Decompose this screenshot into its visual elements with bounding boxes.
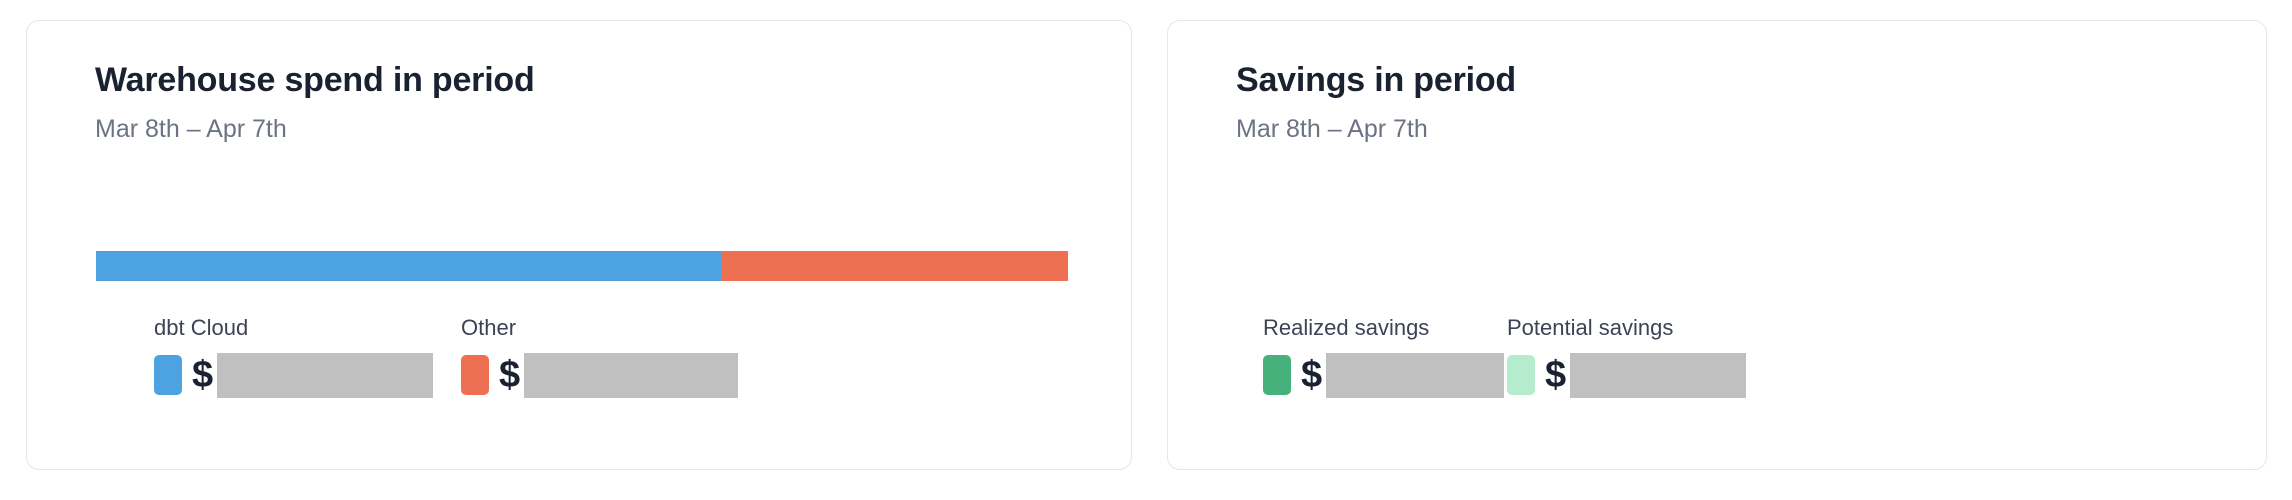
legend-item-realized-savings[interactable]: Realized savings $ — [1263, 315, 1505, 398]
legend-item-label: Potential savings — [1507, 315, 1674, 340]
currency-symbol: $ — [1545, 354, 1567, 396]
redacted-value-box — [1326, 352, 1505, 398]
legend-color-swatch-icon — [461, 355, 489, 395]
legend-item-other[interactable]: Other $ — [461, 315, 739, 398]
legend-item-label: dbt Cloud — [154, 315, 249, 340]
stacked-spend-bar[interactable] — [96, 251, 1068, 281]
card-title: Savings in period — [1236, 61, 1516, 99]
legend-warehouse-spend: dbt Cloud $ Other $ — [27, 315, 1131, 425]
currency-symbol: $ — [192, 354, 214, 396]
legend-color-swatch-icon — [154, 355, 182, 395]
card-subtitle-date-range: Mar 8th – Apr 7th — [95, 115, 287, 143]
legend-color-swatch-icon — [1507, 355, 1535, 395]
legend-value-row: $ — [1263, 352, 1505, 398]
legend-value-row: $ — [461, 352, 739, 398]
redacted-value-box — [1570, 352, 1747, 398]
stacked-segment-dbt-cloud[interactable] — [96, 251, 721, 281]
currency-symbol: $ — [499, 354, 521, 396]
legend-item-potential-savings[interactable]: Potential savings $ — [1507, 315, 1747, 398]
card-title: Warehouse spend in period — [95, 61, 535, 99]
legend-item-label: Other — [461, 315, 517, 340]
legend-color-swatch-icon — [1263, 355, 1291, 395]
card-subtitle-date-range: Mar 8th – Apr 7th — [1236, 115, 1428, 143]
card-warehouse-spend: Warehouse spend in period Mar 8th – Apr … — [26, 20, 1132, 470]
legend-item-label: Realized savings — [1263, 315, 1430, 340]
legend-savings: Realized savings $ Potential savings $ — [1168, 315, 2266, 425]
stacked-segment-other[interactable] — [720, 251, 1068, 281]
legend-value-row: $ — [154, 352, 434, 398]
currency-symbol: $ — [1301, 354, 1323, 396]
card-savings: Savings in period Mar 8th – Apr 7th Real… — [1167, 20, 2267, 470]
redacted-value-box — [524, 352, 739, 398]
legend-value-row: $ — [1507, 352, 1747, 398]
redacted-value-box — [217, 352, 434, 398]
legend-item-dbt-cloud[interactable]: dbt Cloud $ — [154, 315, 434, 398]
